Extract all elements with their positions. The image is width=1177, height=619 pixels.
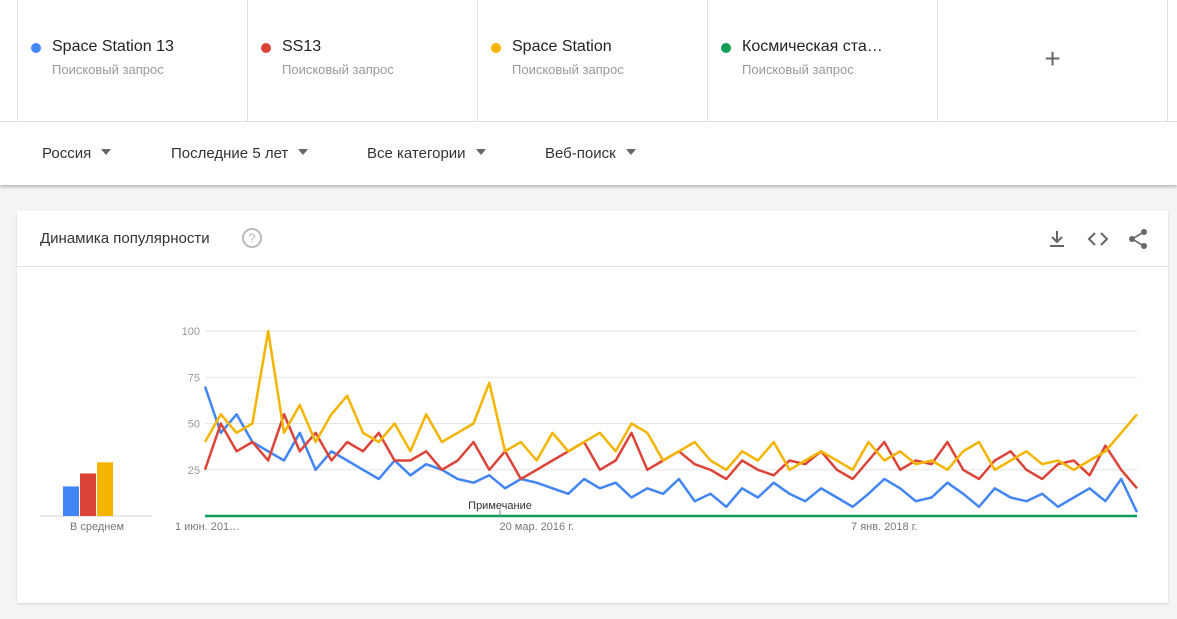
legend-swatch (261, 43, 271, 53)
divider (17, 266, 1168, 267)
legend-entry[interactable]: Space Station Поисковый запрос (477, 0, 707, 121)
y-tick-label: 100 (182, 326, 200, 338)
series-line (203, 386, 1139, 513)
legend-label: Space Station 13 (52, 38, 174, 55)
card-title: Динамика популярности (40, 230, 210, 247)
legend-swatch (721, 43, 731, 53)
x-tick-label: 1 июн. 201… (175, 521, 240, 533)
y-tick-label: 25 (188, 465, 200, 477)
bar (80, 473, 96, 516)
svg-text:?: ? (248, 231, 255, 246)
x-tick-label: 7 янв. 2018 г. (851, 521, 917, 533)
legend-swatch (31, 43, 41, 53)
term-type: Поисковый запрос (282, 62, 394, 77)
filter-dropdown[interactable]: Россия (42, 145, 111, 162)
legend-label: Космическая ста… (742, 38, 883, 55)
filters: Россия Последние 5 лет Все категории Веб-по… (0, 121, 1177, 186)
card: Динамика популярности ? (17, 211, 1168, 603)
annotation: Примечание (468, 500, 532, 512)
bar (63, 486, 79, 516)
help-icon[interactable]: ? (241, 227, 263, 249)
filter-dropdown[interactable]: Все категории (367, 145, 486, 162)
legend-entry[interactable]: Космическая ста… Поисковый запрос (707, 0, 937, 121)
series-line (203, 413, 1138, 490)
term-type: Поисковый запрос (512, 62, 624, 77)
legend-entry[interactable]: Space Station 13 Поисковый запрос (17, 0, 247, 121)
y-tick-label: 75 (188, 372, 200, 384)
legend-entry[interactable]: SS13 Поисковый запрос (247, 0, 477, 121)
legend-label: SS13 (282, 38, 322, 55)
share-icon[interactable] (1127, 228, 1149, 250)
filter-dropdown[interactable]: Веб-поиск (545, 145, 636, 162)
y-tick-label: 50 (188, 419, 200, 431)
filter-dropdown[interactable]: Последние 5 лет (171, 145, 308, 162)
x-tick-label: 20 мар. 2016 г. (499, 521, 573, 533)
term-type: Поисковый запрос (742, 62, 854, 77)
legend-swatch (491, 43, 501, 53)
term-type: Поисковый запрос (52, 62, 164, 77)
x-axis-label: В среднем (70, 521, 124, 533)
embed-icon[interactable] (1087, 229, 1109, 249)
header: Space Station 13 Поисковый запрос SS13 Поис… (0, 0, 1177, 185)
bar (97, 462, 113, 516)
download-icon[interactable] (1047, 229, 1067, 249)
series-line (203, 329, 1138, 472)
legend-label: Space Station (512, 38, 612, 55)
add-term[interactable]: + (937, 0, 1168, 121)
